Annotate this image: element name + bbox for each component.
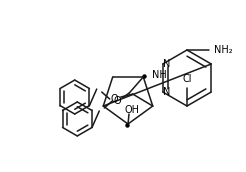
Text: N: N xyxy=(163,59,170,69)
Text: NH: NH xyxy=(152,70,167,80)
Text: NH₂: NH₂ xyxy=(214,45,232,55)
Text: N: N xyxy=(163,87,170,97)
Text: Cl: Cl xyxy=(182,74,192,84)
Text: O: O xyxy=(111,94,119,104)
Text: O: O xyxy=(113,96,121,106)
Text: OH: OH xyxy=(124,105,139,115)
